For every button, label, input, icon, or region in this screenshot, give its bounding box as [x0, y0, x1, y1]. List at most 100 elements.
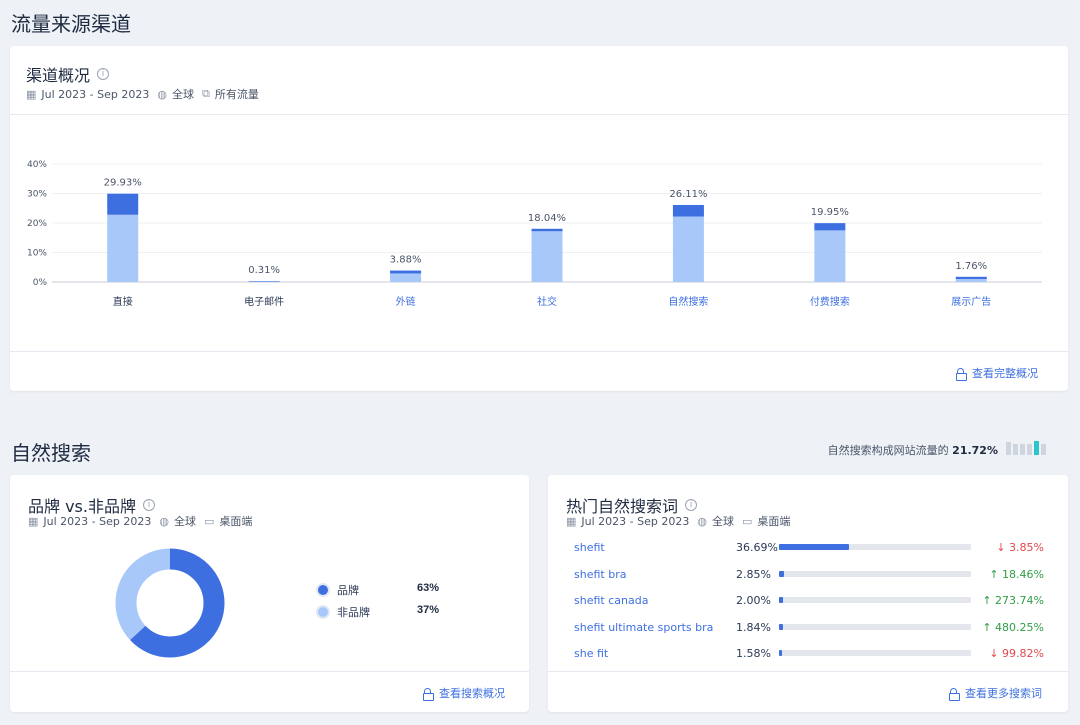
legend-label: 非品牌: [337, 606, 370, 619]
bar-segment-light[interactable]: [531, 231, 563, 282]
divider: [10, 671, 529, 672]
card-title-row: 渠道概况 i: [26, 62, 110, 86]
legend-item-nonbrand: 非品牌: [318, 604, 370, 620]
keyword-share-bar: [779, 650, 971, 656]
category-label: 直接: [113, 295, 133, 308]
bar-segment-dark[interactable]: [955, 276, 987, 280]
bar-segment-light[interactable]: [955, 279, 987, 282]
bar-value-label: 1.76%: [955, 261, 987, 272]
category-label[interactable]: 社交: [537, 295, 557, 308]
desktop-icon: ▭: [203, 514, 215, 528]
channel-overview-title: 渠道概况: [26, 66, 91, 85]
bar-value-label: 3.88%: [390, 255, 422, 266]
category-label[interactable]: 自然搜索: [668, 295, 708, 308]
view-more-keywords-label: 查看更多搜索词: [965, 687, 1042, 700]
divider: [10, 114, 1068, 115]
keywords-card-title: 热门自然搜索词: [566, 497, 679, 516]
y-tick-label: 40%: [27, 160, 47, 170]
category-label[interactable]: 展示广告: [951, 295, 991, 308]
category-label: 电子邮件: [244, 295, 284, 308]
lock-icon: [423, 687, 434, 701]
device-label: 桌面端: [219, 515, 253, 528]
keyword-share-fill: [779, 650, 783, 656]
legend-label: 品牌: [337, 584, 359, 597]
lock-icon: [956, 367, 967, 381]
bar-segment-dark[interactable]: [531, 228, 563, 232]
mini-trend-bar: [1020, 444, 1025, 455]
section-title-organic-search: 自然搜索: [11, 441, 91, 465]
keyword-change: ↑ 273.74%: [982, 594, 1044, 607]
keyword-share-bar: [779, 623, 971, 630]
organic-share-value: 21.72%: [952, 444, 998, 457]
keyword-link[interactable]: she fit: [574, 647, 609, 660]
legend-dot: [318, 607, 328, 617]
bar-segment-light[interactable]: [390, 273, 422, 282]
keyword-share: 2.85%: [736, 567, 771, 581]
view-full-overview-link[interactable]: 查看完整概况: [956, 365, 1038, 381]
organic-share-label: 自然搜索构成网站流量的: [827, 444, 949, 457]
info-icon[interactable]: i: [142, 499, 155, 511]
bar-value-label: 19.95%: [811, 207, 849, 218]
view-search-overview-link[interactable]: 查看搜索概况: [423, 685, 505, 701]
keyword-link[interactable]: shefit canada: [574, 594, 649, 607]
globe-icon: ◍: [157, 87, 167, 101]
bar-value-label: 0.31%: [248, 265, 280, 276]
donut-slice-nonbrand[interactable]: [115, 548, 225, 658]
calendar-icon: ▦: [26, 87, 37, 101]
bar-segment-dark[interactable]: [672, 204, 704, 217]
keyword-change: ↓ 99.82%: [989, 647, 1044, 660]
keyword-share-bar: [779, 570, 971, 577]
date-range: Jul 2023 - Sep 2023: [43, 514, 152, 528]
keyword-row: shefit ultimate sports bra 1.84% ↑ 480.25%: [574, 619, 1044, 635]
lock-icon: [949, 687, 960, 701]
info-icon[interactable]: i: [685, 499, 698, 511]
keyword-share-fill: [779, 597, 783, 603]
region-label: 全球: [711, 515, 734, 528]
keyword-share-bar: [779, 597, 971, 603]
keyword-change: ↓ 3.85%: [996, 541, 1044, 554]
brand-vs-nonbrand-card: 品牌 vs.非品牌 i ▦ Jul 2023 - Sep 2023 ◍ 全球 ▭…: [10, 475, 529, 712]
bar-value-label: 26.11%: [669, 189, 707, 200]
traffic-type-icon: ⧉: [201, 87, 210, 100]
keyword-share-fill: [779, 623, 783, 630]
calendar-icon: ▦: [566, 514, 577, 528]
top-organic-keywords-card: 热门自然搜索词 i ▦ Jul 2023 - Sep 2023 ◍ 全球 ▭ 桌…: [548, 475, 1068, 712]
mini-trend-bar: [1006, 442, 1011, 455]
traffic-type-label: 所有流量: [214, 88, 259, 101]
bar-segment-light[interactable]: [814, 230, 846, 282]
category-label[interactable]: 外链: [396, 295, 416, 308]
bar-segment-dark[interactable]: [390, 270, 422, 274]
bar-segment-light[interactable]: [107, 214, 139, 282]
keywords-meta: ▦ Jul 2023 - Sep 2023 ◍ 全球 ▭ 桌面端: [566, 513, 798, 529]
divider: [10, 351, 1068, 352]
card-title-row: 热门自然搜索词 i: [566, 493, 698, 517]
organic-share-text: 自然搜索构成网站流量的 21.72%: [828, 442, 998, 458]
info-icon[interactable]: i: [97, 68, 110, 80]
calendar-icon: ▦: [28, 514, 39, 528]
overview-meta: ▦ Jul 2023 - Sep 2023 ◍ 全球 ⧉ 所有流量: [26, 86, 267, 102]
bar-segment-dark[interactable]: [814, 223, 846, 231]
brand-card-title: 品牌 vs.非品牌: [28, 497, 136, 516]
bar-segment-dark[interactable]: [107, 193, 139, 215]
section-title-traffic-sources: 流量来源渠道: [11, 12, 131, 36]
keyword-row: she fit 1.58% ↓ 99.82%: [574, 645, 1044, 661]
card-title-row: 品牌 vs.非品牌 i: [28, 493, 155, 517]
legend-item-brand: 品牌: [318, 582, 359, 598]
globe-icon: ◍: [159, 514, 169, 528]
y-tick-label: 0%: [33, 278, 48, 288]
y-tick-label: 20%: [27, 219, 47, 229]
device-label: 桌面端: [757, 515, 791, 528]
keyword-change: ↑ 480.25%: [982, 620, 1044, 634]
view-full-overview-label: 查看完整概况: [972, 367, 1038, 380]
mini-trend-bar: [1027, 444, 1032, 455]
channel-bar-chart: 40% 30% 20% 10% 0% 29.93% 直接 0.31% 电子邮件 3.88% 外链 18…: [27, 160, 1042, 308]
keyword-link[interactable]: shefit ultimate sports bra: [574, 620, 714, 634]
keyword-link[interactable]: shefit: [574, 541, 605, 554]
keyword-link[interactable]: shefit bra: [574, 567, 627, 581]
date-range: Jul 2023 - Sep 2023: [581, 514, 690, 528]
category-label[interactable]: 付费搜索: [810, 295, 850, 308]
legend-dot: [318, 585, 328, 595]
bar-segment-light[interactable]: [672, 216, 704, 282]
view-more-keywords-link[interactable]: 查看更多搜索词: [949, 685, 1042, 701]
keyword-share: 36.69%: [736, 541, 778, 554]
